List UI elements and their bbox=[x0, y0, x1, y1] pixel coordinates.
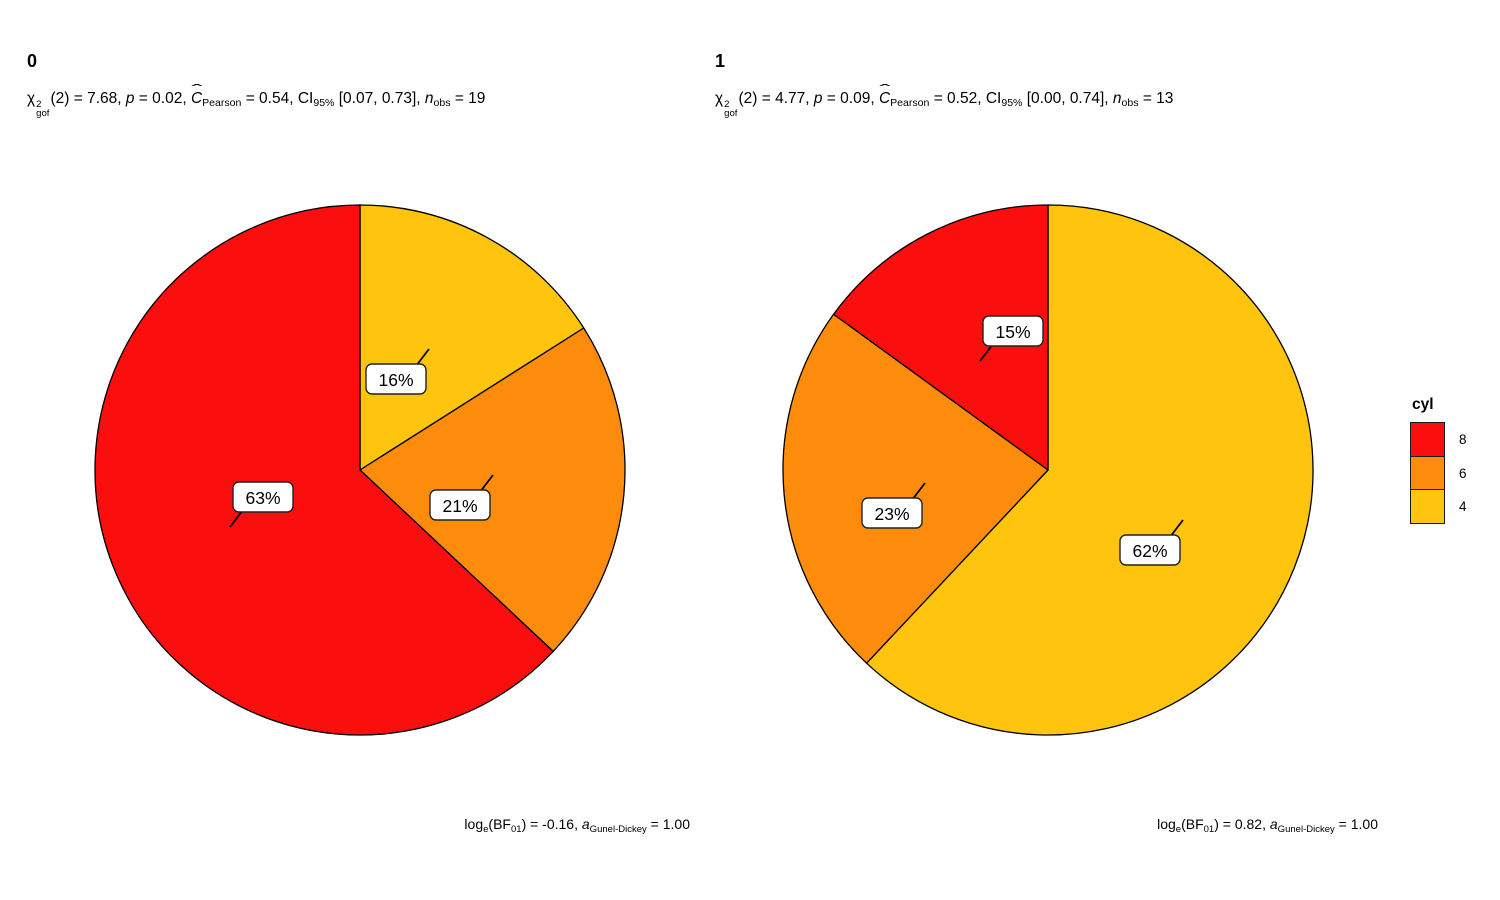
pie-slice-cyl-6 bbox=[359, 327, 626, 653]
stats-subtitle-0: χ 2 gof (2) = 7.68, p = 0.02, ˆ CPearson = 0… bbox=[27, 81, 486, 120]
slice-label-text: 63% bbox=[245, 488, 280, 508]
legend-title: cyl bbox=[1412, 396, 1434, 413]
slice-label-box bbox=[365, 363, 427, 395]
slice-label-text: 62% bbox=[1132, 541, 1167, 561]
legend: cyl 8 6 4 bbox=[1410, 396, 1467, 525]
label-leader-line bbox=[1169, 519, 1184, 538]
slice-label-text: 16% bbox=[378, 370, 413, 390]
hat-accent: ˆ bbox=[879, 81, 891, 98]
legend-label-8: 8 bbox=[1459, 432, 1467, 448]
pie-chart-0: 16% 21% 63% bbox=[94, 204, 626, 736]
slice-label-box bbox=[861, 497, 923, 529]
bayes-caption-0: loge(BF01) = -0.16, aGunel-Dickey = 1.00 bbox=[464, 816, 690, 835]
stats-subtitle-1: χ 2 gof (2) = 4.77, p = 0.09, ˆ CPearson = 0… bbox=[715, 81, 1174, 120]
slice-label-text: 15% bbox=[995, 322, 1030, 342]
slice-label-text: 21% bbox=[442, 496, 477, 516]
hat-accent: ˆ bbox=[191, 81, 203, 98]
slice-label-box bbox=[429, 489, 491, 521]
pie-slice-cyl-4 bbox=[865, 204, 1314, 736]
pie-slice-cyl-4 bbox=[359, 204, 585, 471]
facet-title-0: 0 bbox=[27, 51, 38, 71]
bayes-caption-1: loge(BF01) = 0.82, aGunel-Dickey = 1.00 bbox=[1157, 816, 1378, 835]
label-leader-line bbox=[479, 474, 494, 493]
slice-label-box bbox=[1119, 534, 1181, 566]
label-leader-line bbox=[415, 348, 430, 367]
pie-chart-1: 62% 23% 15% bbox=[782, 204, 1314, 736]
pie-slice-cyl-8 bbox=[832, 204, 1049, 471]
legend-swatch-4 bbox=[1410, 489, 1445, 525]
label-leader-line bbox=[979, 343, 994, 362]
pie-slice-cyl-6 bbox=[782, 313, 1049, 664]
legend-label-4: 4 bbox=[1459, 499, 1467, 515]
legend-label-6: 6 bbox=[1459, 465, 1467, 481]
legend-item-6: 6 bbox=[1410, 455, 1467, 491]
slice-label-box bbox=[232, 481, 294, 513]
slice-label-text: 23% bbox=[874, 504, 909, 524]
legend-item-8: 8 bbox=[1410, 422, 1467, 458]
legend-item-4: 4 bbox=[1410, 489, 1467, 525]
label-leader-line bbox=[911, 482, 926, 501]
facet-title-1: 1 bbox=[715, 51, 726, 71]
legend-swatch-6 bbox=[1410, 455, 1445, 491]
label-leader-line bbox=[229, 509, 244, 528]
slice-label-box bbox=[982, 315, 1044, 347]
legend-items: 8 6 4 bbox=[1410, 422, 1467, 525]
pie-slice-cyl-8 bbox=[94, 204, 554, 736]
legend-swatch-8 bbox=[1410, 422, 1445, 458]
